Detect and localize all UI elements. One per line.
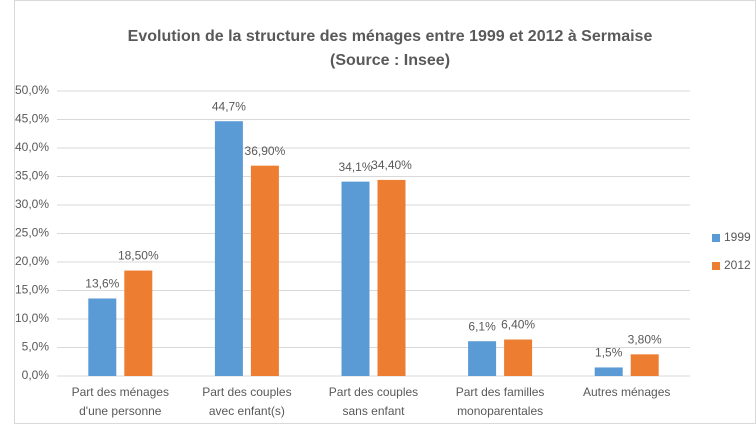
y-tick-label: 45,0% [15, 112, 49, 126]
y-tick-label: 30,0% [15, 197, 49, 211]
x-tick-label: Part des ménages d'une personne [72, 385, 169, 418]
bar [341, 181, 370, 376]
y-tick-label: 20,0% [15, 254, 49, 268]
y-tick-label: 25,0% [15, 226, 49, 240]
bar [88, 298, 117, 376]
data-label: 6,1% [468, 319, 496, 333]
bar [124, 270, 153, 376]
bar [594, 367, 623, 376]
y-tick-label: 35,0% [15, 169, 49, 183]
bar [250, 165, 279, 376]
x-tick-label: Autres ménages [583, 385, 670, 399]
x-tick-label: Part des couples sans enfant [329, 385, 418, 418]
bar [377, 179, 406, 376]
data-label: 13,6% [85, 277, 119, 291]
x-tick-label: Part des familles monoparentales [456, 385, 545, 418]
bar [504, 339, 533, 376]
y-tick-label: 5,0% [22, 340, 50, 354]
legend-label: 1999 [724, 230, 751, 244]
x-tick-label: Part des couples avec enfant(s) [202, 385, 291, 418]
data-label: 44,7% [212, 99, 246, 113]
data-label: 34,40% [371, 158, 412, 172]
data-label: 36,90% [245, 144, 286, 158]
y-tick-label: 0,0% [22, 368, 50, 382]
data-label: 3,80% [628, 333, 662, 347]
bar [630, 354, 659, 376]
chart-title: Evolution de la structure des ménages en… [128, 28, 653, 45]
data-label: 34,1% [338, 160, 372, 174]
chart-subtitle: (Source : Insee) [330, 52, 450, 69]
y-tick-label: 10,0% [15, 311, 49, 325]
legend-label: 2012 [724, 258, 751, 272]
y-tick-label: 15,0% [15, 283, 49, 297]
y-tick-label: 50,0% [15, 83, 49, 97]
y-tick-label: 40,0% [15, 140, 49, 154]
legend-swatch [712, 234, 720, 242]
bar [468, 341, 497, 376]
data-label: 6,40% [501, 318, 535, 332]
data-label: 1,5% [595, 346, 623, 360]
data-label: 18,50% [118, 249, 159, 263]
legend-swatch [712, 262, 720, 270]
bar [214, 121, 243, 377]
